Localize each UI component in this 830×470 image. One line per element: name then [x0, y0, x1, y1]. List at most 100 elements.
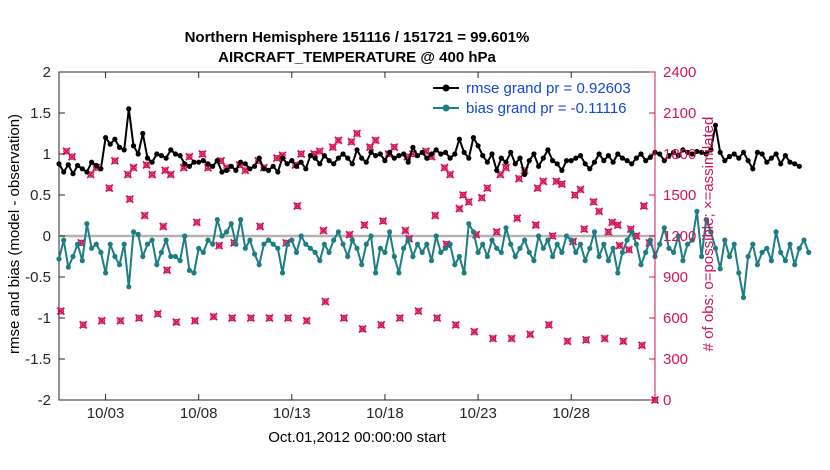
y-tick-label: -1.5	[25, 351, 51, 368]
series-point	[284, 161, 290, 167]
obs-marker	[147, 170, 157, 179]
series-point	[596, 253, 602, 260]
series-point	[708, 229, 714, 235]
series-point	[56, 161, 62, 167]
series-point	[787, 159, 793, 165]
series-point	[247, 166, 253, 172]
series-point	[121, 147, 127, 153]
series-point	[512, 161, 518, 167]
y2-tick-label: 1800	[663, 146, 696, 163]
series-point	[615, 151, 621, 157]
series-point	[98, 166, 104, 172]
obs-marker	[134, 313, 144, 323]
obs-marker	[492, 227, 501, 237]
series-point	[438, 151, 444, 157]
series-point	[661, 158, 667, 164]
series-point	[200, 249, 206, 255]
series-point	[428, 258, 435, 264]
series-point	[792, 262, 798, 268]
series-point	[270, 163, 276, 169]
series-point	[536, 163, 542, 169]
obs-marker	[513, 214, 522, 223]
series-point	[745, 158, 751, 164]
series-point	[298, 159, 304, 165]
series-point	[219, 233, 225, 239]
series-point	[596, 151, 602, 157]
series-point	[373, 153, 379, 159]
series-point	[703, 151, 709, 157]
series-point	[508, 241, 514, 247]
series-point	[498, 249, 504, 255]
series-point	[265, 237, 272, 243]
obs-marker	[604, 227, 613, 237]
series-point	[666, 153, 672, 159]
obs-marker	[365, 143, 375, 152]
series-point	[615, 270, 621, 276]
series-point	[526, 249, 532, 255]
obs-marker	[347, 137, 356, 146]
obs-marker	[514, 174, 524, 183]
obs-marker	[557, 179, 567, 189]
series-point	[782, 153, 789, 159]
series-point	[661, 225, 667, 231]
series-point	[438, 249, 444, 255]
obs-marker	[296, 149, 306, 159]
series-point	[773, 151, 779, 157]
obs-marker	[321, 297, 330, 306]
series-point	[349, 161, 355, 167]
series-point	[140, 130, 146, 137]
series-point	[601, 158, 607, 164]
series-point	[317, 161, 323, 167]
series-point	[172, 253, 178, 260]
series-point	[554, 241, 560, 247]
series-point	[405, 159, 411, 165]
series-point	[121, 241, 127, 247]
series-point	[354, 147, 360, 153]
series-point	[196, 159, 202, 165]
series-point	[242, 161, 248, 167]
obs-marker	[371, 136, 380, 145]
series-point	[163, 237, 169, 243]
series-point	[806, 249, 812, 255]
obs-marker	[459, 190, 468, 200]
series-point	[373, 270, 379, 276]
legend-bias-label: bias grand pr = -0.11116	[466, 100, 627, 117]
series-point	[321, 153, 327, 159]
series-point	[144, 155, 151, 161]
y2-tick-label: 300	[663, 351, 688, 368]
series-point	[456, 136, 462, 142]
obs-marker	[293, 201, 302, 211]
series-point	[107, 141, 113, 147]
series-point	[712, 122, 719, 128]
series-point	[84, 169, 90, 175]
obs-marker	[455, 204, 464, 213]
y-tick-label: -1	[38, 310, 51, 327]
series-point	[368, 149, 374, 155]
series-point	[261, 241, 267, 247]
series-point	[279, 270, 286, 276]
series-point	[135, 231, 141, 237]
series-point	[312, 249, 318, 255]
y2-axis-label: # of obs: o=possible; ×=assimilated	[700, 117, 717, 352]
series-point	[531, 258, 537, 264]
x-tick-label: 10/13	[273, 405, 311, 422]
series-point	[219, 169, 225, 175]
series-point	[773, 229, 779, 235]
series-point	[796, 163, 802, 169]
series-point	[126, 106, 132, 112]
series-point	[321, 241, 327, 247]
obs-marker	[56, 307, 65, 316]
series-point	[340, 241, 346, 247]
series-point	[624, 158, 630, 164]
series-point	[671, 249, 677, 255]
series-point	[312, 155, 318, 161]
series-point	[591, 229, 598, 235]
series-point	[419, 149, 425, 155]
series-point	[349, 237, 355, 243]
obs-marker	[533, 184, 542, 193]
y2-tick-label: 2100	[663, 105, 696, 122]
obs-marker	[464, 197, 473, 206]
series-point	[200, 158, 206, 164]
series-point	[289, 237, 295, 243]
obs-marker	[190, 316, 200, 325]
